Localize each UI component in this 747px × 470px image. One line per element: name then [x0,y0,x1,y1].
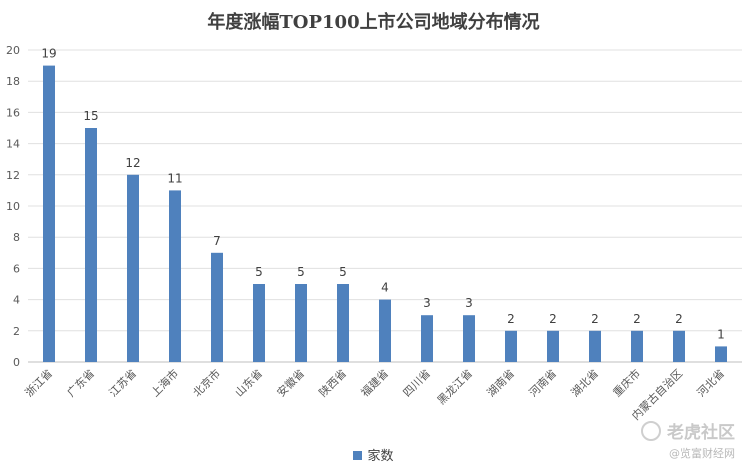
data-label: 5 [339,265,347,279]
x-tick-label: 黑龙江省 [435,367,475,407]
y-tick-label: 10 [6,200,20,213]
y-tick-label: 4 [13,294,20,307]
bar [253,284,265,362]
bar [673,330,685,362]
data-label: 11 [167,171,182,185]
legend: 家数 [0,445,747,464]
bar [43,65,55,362]
bar [421,315,433,362]
y-tick-label: 18 [6,75,20,88]
watermark: 老虎社区 @览富财经网 [641,418,735,461]
y-tick-label: 20 [6,44,20,57]
x-tick-label: 湖南省 [485,367,518,400]
y-tick-label: 14 [6,138,20,151]
x-tick-label: 四川省 [401,367,434,400]
bar [547,330,559,362]
x-tick-label: 重庆市 [610,366,643,399]
data-label: 7 [213,234,221,248]
bar [127,174,139,362]
bar [379,299,391,362]
y-tick-label: 8 [13,231,20,244]
x-tick-label: 陕西省 [316,366,349,399]
bar [337,284,349,362]
x-tick-label: 湖北省 [569,367,602,400]
data-label: 19 [41,47,56,61]
data-label: 5 [297,265,305,279]
y-tick-label: 16 [6,106,20,119]
x-tick-label: 福建省 [358,366,391,399]
data-label: 2 [507,312,515,326]
x-tick-label: 浙江省 [23,367,56,400]
legend-label: 家数 [367,449,394,464]
data-label: 3 [423,296,431,310]
data-label: 15 [83,109,98,123]
x-tick-label: 河南省 [527,367,560,400]
tiger-logo-icon [641,421,661,441]
data-label: 4 [381,281,389,295]
bar [463,315,475,362]
y-tick-label: 6 [13,262,20,275]
watermark-brand: 老虎社区 [667,423,735,443]
x-tick-label: 江苏省 [107,367,140,400]
chart-title: 年度涨幅TOP100上市公司地域分布情况 [207,12,540,33]
legend-swatch [353,451,363,460]
data-label: 12 [125,156,140,170]
y-tick-label: 0 [13,356,20,369]
data-label: 1 [717,327,725,341]
data-label: 5 [255,265,263,279]
data-label: 2 [675,312,683,326]
data-label: 2 [549,312,557,326]
bar [589,330,601,362]
data-label: 2 [633,312,641,326]
x-tick-label: 山东省 [233,367,266,400]
watermark-source: @览富财经网 [669,447,735,460]
bar [631,330,643,362]
y-tick-label: 12 [6,169,20,182]
bar [715,346,727,362]
x-tick-label: 安徽省 [274,366,307,399]
data-label: 3 [465,296,473,310]
bar [211,252,223,362]
bar [295,284,307,362]
x-tick-label: 广东省 [65,367,98,400]
bar [505,330,517,362]
x-tick-label: 北京市 [190,366,223,399]
bar [85,128,97,362]
y-tick-label: 2 [13,325,20,338]
data-label: 2 [591,312,599,326]
bar [169,190,181,362]
x-tick-label: 河北省 [695,367,728,400]
x-tick-label: 上海市 [148,366,181,399]
